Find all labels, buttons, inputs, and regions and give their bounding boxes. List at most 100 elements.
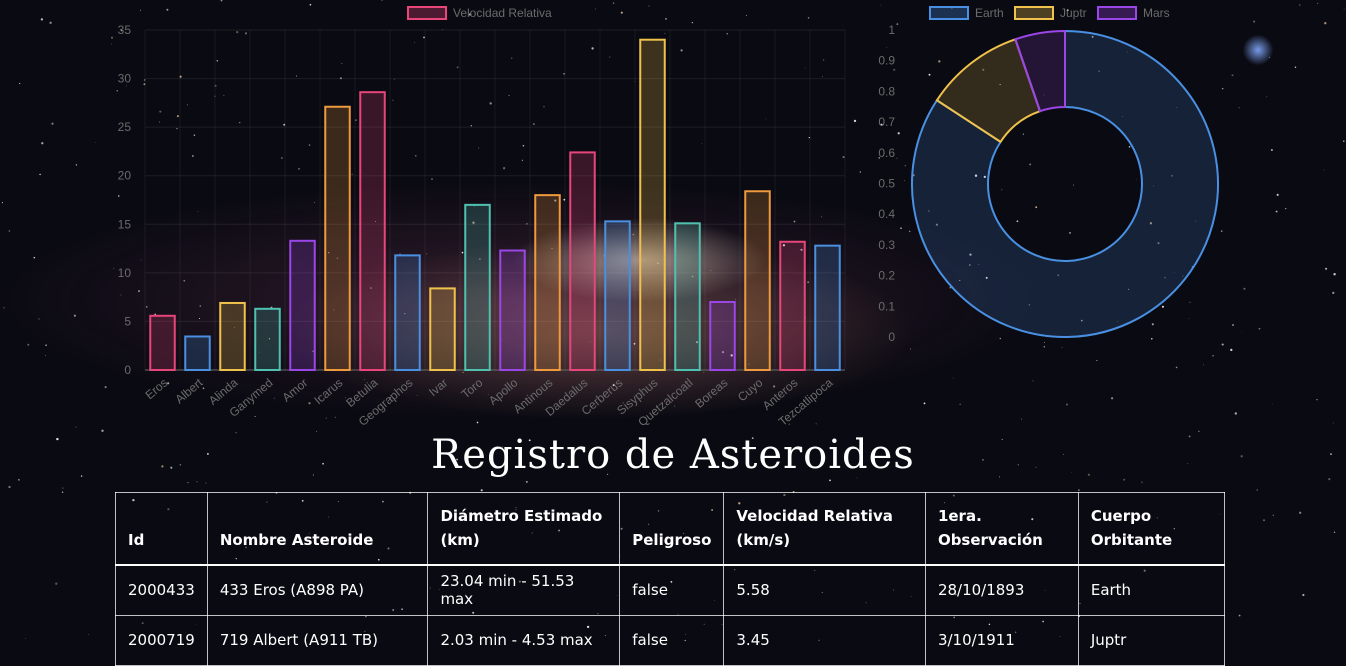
star	[821, 75, 823, 78]
star	[183, 279, 186, 282]
star	[479, 258, 481, 261]
star	[1029, 163, 1032, 166]
star	[44, 355, 46, 357]
star	[489, 102, 492, 105]
star	[1021, 418, 1022, 420]
table-cell: Juptr	[1077, 614, 1226, 666]
star	[159, 121, 161, 123]
star	[1035, 206, 1038, 209]
y-tick-label: 0.3	[878, 238, 895, 252]
star	[1238, 107, 1240, 109]
table-body: 2000433 433 Eros (A898 PA) 23.04 min - 51.…	[115, 564, 1226, 666]
star	[415, 155, 417, 157]
star	[461, 251, 464, 254]
star	[1157, 242, 1160, 245]
star	[473, 224, 474, 226]
star	[999, 337, 1002, 340]
star	[126, 85, 127, 87]
star	[1151, 323, 1154, 326]
star	[416, 394, 418, 396]
star	[167, 382, 170, 385]
star	[273, 397, 275, 399]
star	[309, 3, 312, 6]
star	[143, 79, 146, 81]
table-cell: false	[619, 564, 725, 616]
star	[205, 482, 207, 484]
star	[146, 306, 148, 308]
star	[1061, 346, 1063, 348]
star	[974, 174, 978, 177]
star	[45, 344, 47, 347]
star	[620, 11, 623, 14]
column-header: Cuerpo Orbitante	[1077, 492, 1226, 565]
star	[1035, 466, 1037, 468]
star	[591, 47, 594, 50]
star	[1017, 464, 1019, 466]
star	[1212, 355, 1214, 357]
star	[923, 402, 926, 405]
star	[589, 341, 591, 343]
star	[808, 136, 810, 139]
star	[404, 313, 406, 315]
donut-chart-legend: Earth Juptr Mars	[929, 6, 1170, 20]
star	[27, 343, 30, 346]
star	[659, 359, 661, 361]
star	[680, 49, 683, 52]
star	[896, 157, 898, 159]
table-cell: 3/10/1911	[924, 614, 1079, 666]
star	[295, 75, 298, 77]
star	[1316, 399, 1318, 401]
star	[104, 386, 107, 389]
bar	[569, 151, 596, 371]
star	[634, 81, 636, 82]
star	[1271, 403, 1273, 405]
column-header: 1era. Observación	[924, 492, 1079, 565]
star	[268, 338, 270, 340]
star	[691, 275, 694, 278]
page-title: Registro de Asteroides	[431, 432, 915, 478]
star	[193, 134, 196, 136]
star	[880, 4, 882, 6]
star	[543, 106, 545, 108]
star	[33, 256, 36, 259]
star	[665, 18, 667, 20]
star	[1077, 489, 1080, 492]
star	[1173, 272, 1175, 274]
star	[1323, 169, 1325, 171]
star	[632, 233, 634, 236]
star	[896, 23, 899, 26]
star	[1330, 453, 1332, 456]
star	[501, 446, 504, 448]
bar	[534, 194, 561, 371]
y-tick-label: 0	[888, 330, 895, 344]
star	[1080, 319, 1083, 322]
star	[1302, 593, 1305, 597]
star	[563, 72, 565, 75]
star	[607, 473, 609, 475]
star	[199, 305, 202, 307]
star	[935, 223, 938, 226]
star	[25, 637, 27, 639]
star	[283, 123, 286, 126]
y-tick-label: 0.7	[878, 115, 895, 129]
star	[908, 230, 911, 233]
star	[1221, 343, 1224, 346]
y-tick-label: 0.4	[878, 207, 895, 221]
star	[298, 167, 300, 170]
star	[1032, 380, 1034, 382]
star	[192, 155, 194, 157]
star	[1268, 56, 1271, 59]
star	[179, 463, 182, 466]
bar	[254, 307, 281, 371]
column-header: Peligroso	[619, 492, 725, 565]
star	[594, 8, 596, 10]
star	[1149, 222, 1153, 225]
star	[1332, 422, 1334, 424]
star	[487, 394, 489, 396]
star	[1096, 359, 1098, 362]
star	[1256, 489, 1258, 491]
star	[1294, 66, 1297, 69]
star	[351, 173, 353, 175]
star	[1343, 140, 1345, 142]
star	[214, 95, 216, 97]
